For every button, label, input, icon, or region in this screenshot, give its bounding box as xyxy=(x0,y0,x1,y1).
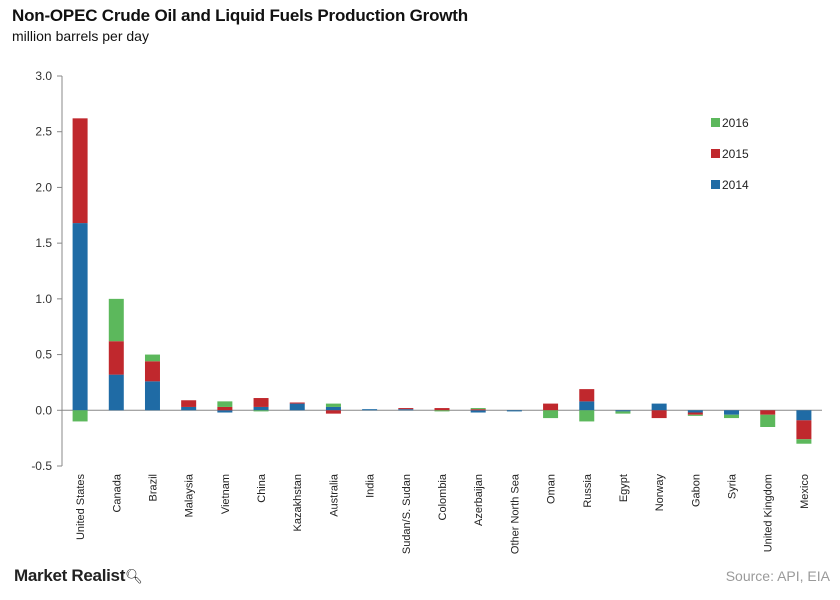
bar-segment-2016 xyxy=(579,410,595,422)
x-tick-label: Syria xyxy=(727,473,739,499)
y-tick-label: 2.0 xyxy=(35,180,52,194)
bar-segment-2015 xyxy=(796,420,812,440)
bar-segment-2015 xyxy=(181,400,197,407)
legend-label-2014: 2014 xyxy=(722,178,749,192)
y-tick-label: 1.5 xyxy=(35,236,52,250)
bar-segment-2016 xyxy=(724,414,740,419)
bar-segment-2016 xyxy=(325,403,341,407)
bar-segment-2014 xyxy=(470,410,486,413)
bar-segment-2014 xyxy=(108,374,124,411)
bar-segment-2014 xyxy=(651,403,667,411)
x-tick-label: Canada xyxy=(111,473,123,512)
bar-segment-2015 xyxy=(470,409,486,411)
bar-segment-2014 xyxy=(579,401,595,411)
bar-segment-2016 xyxy=(796,439,812,444)
x-tick-label: China xyxy=(256,473,268,503)
y-tick-label: 2.5 xyxy=(35,125,52,139)
bar-segment-2015 xyxy=(687,412,703,415)
bar-segment-2016 xyxy=(72,410,88,422)
x-tick-label: Vietnam xyxy=(220,474,232,514)
x-tick-label: Kazakhstan xyxy=(292,474,304,531)
bar-segment-2015 xyxy=(398,408,414,410)
bar-segment-2016 xyxy=(615,411,631,414)
bar-segment-2014 xyxy=(144,381,160,411)
bar-segment-2014 xyxy=(181,406,197,411)
brand-logo: Market Realist🔍︎ xyxy=(14,566,143,586)
bar-segment-2014 xyxy=(72,223,88,411)
x-tick-label: Norway xyxy=(654,474,666,512)
bar-segment-2014 xyxy=(724,410,740,415)
bar-segment-2014 xyxy=(289,403,305,411)
bar-segment-2015 xyxy=(434,408,450,411)
bar-segment-2015 xyxy=(289,402,305,404)
y-tick-label: 0.0 xyxy=(35,403,52,417)
x-tick-label: Oman xyxy=(546,474,558,504)
bar-segment-2014 xyxy=(325,406,341,411)
bar-segment-2016 xyxy=(144,354,160,362)
chart-title: Non-OPEC Crude Oil and Liquid Fuels Prod… xyxy=(12,6,468,25)
x-tick-label: Australia xyxy=(328,473,340,517)
source-note: Source: API, EIA xyxy=(725,568,830,584)
x-tick-label: Brazil xyxy=(147,474,159,502)
bar-segment-2014 xyxy=(253,406,269,411)
y-tick-label: 0.5 xyxy=(35,348,52,362)
x-tick-label: United States xyxy=(75,474,87,541)
bar-segment-2015 xyxy=(651,410,667,419)
x-tick-label: Malaysia xyxy=(184,473,196,517)
bar-segment-2016 xyxy=(217,401,233,407)
bar-segment-2015 xyxy=(108,341,124,375)
bar-segment-2014 xyxy=(217,410,233,413)
bar-segment-2016 xyxy=(470,408,486,410)
y-tick-label: 1.0 xyxy=(35,292,52,306)
bar-segment-2015 xyxy=(543,403,559,411)
bar-segment-2014 xyxy=(506,410,522,412)
bar-segment-2015 xyxy=(217,406,233,411)
search-icon: 🔍︎ xyxy=(125,568,143,584)
x-tick-label: Colombia xyxy=(437,473,449,520)
x-tick-label: Mexico xyxy=(799,474,811,509)
legend-swatch-2014 xyxy=(711,180,720,189)
bar-segment-2015 xyxy=(579,389,595,402)
chart-subtitle: million barrels per day xyxy=(12,28,149,44)
legend-swatch-2015 xyxy=(711,149,720,158)
bar-segment-2015 xyxy=(72,118,88,224)
x-tick-label: Egypt xyxy=(618,474,630,502)
bar-segment-2016 xyxy=(760,414,776,427)
x-tick-label: Azerbaijan xyxy=(473,474,485,526)
bar-segment-2016 xyxy=(253,410,269,412)
legend-swatch-2016 xyxy=(711,118,720,127)
bar-segment-2014 xyxy=(615,410,631,412)
legend-label-2015: 2015 xyxy=(722,147,749,161)
bar-segment-2016 xyxy=(687,414,703,416)
brand-name: Market Realist xyxy=(14,566,126,585)
bar-segment-2015 xyxy=(144,361,160,382)
bar-segment-2016 xyxy=(543,410,559,419)
x-tick-label: Russia xyxy=(582,473,594,508)
x-tick-label: Gabon xyxy=(690,474,702,507)
bar-segment-2014 xyxy=(687,410,703,413)
bar-segment-2015 xyxy=(253,398,269,407)
x-tick-label: India xyxy=(365,473,377,498)
bar-segment-2016 xyxy=(108,298,124,342)
bar-segment-2014 xyxy=(796,410,812,421)
x-tick-label: Sudan/S. Sudan xyxy=(401,474,413,554)
bar-segment-2014 xyxy=(362,409,378,411)
y-tick-label: -0.5 xyxy=(31,459,52,473)
bar-segment-2015 xyxy=(325,410,341,414)
bar-segment-2014 xyxy=(398,409,414,411)
x-tick-label: Other North Sea xyxy=(509,473,521,554)
bar-segment-2016 xyxy=(434,410,450,412)
x-tick-label: United Kingdom xyxy=(763,474,775,552)
bar-segment-2015 xyxy=(760,410,776,415)
legend-label-2016: 2016 xyxy=(722,116,749,130)
y-tick-label: 3.0 xyxy=(35,69,52,83)
